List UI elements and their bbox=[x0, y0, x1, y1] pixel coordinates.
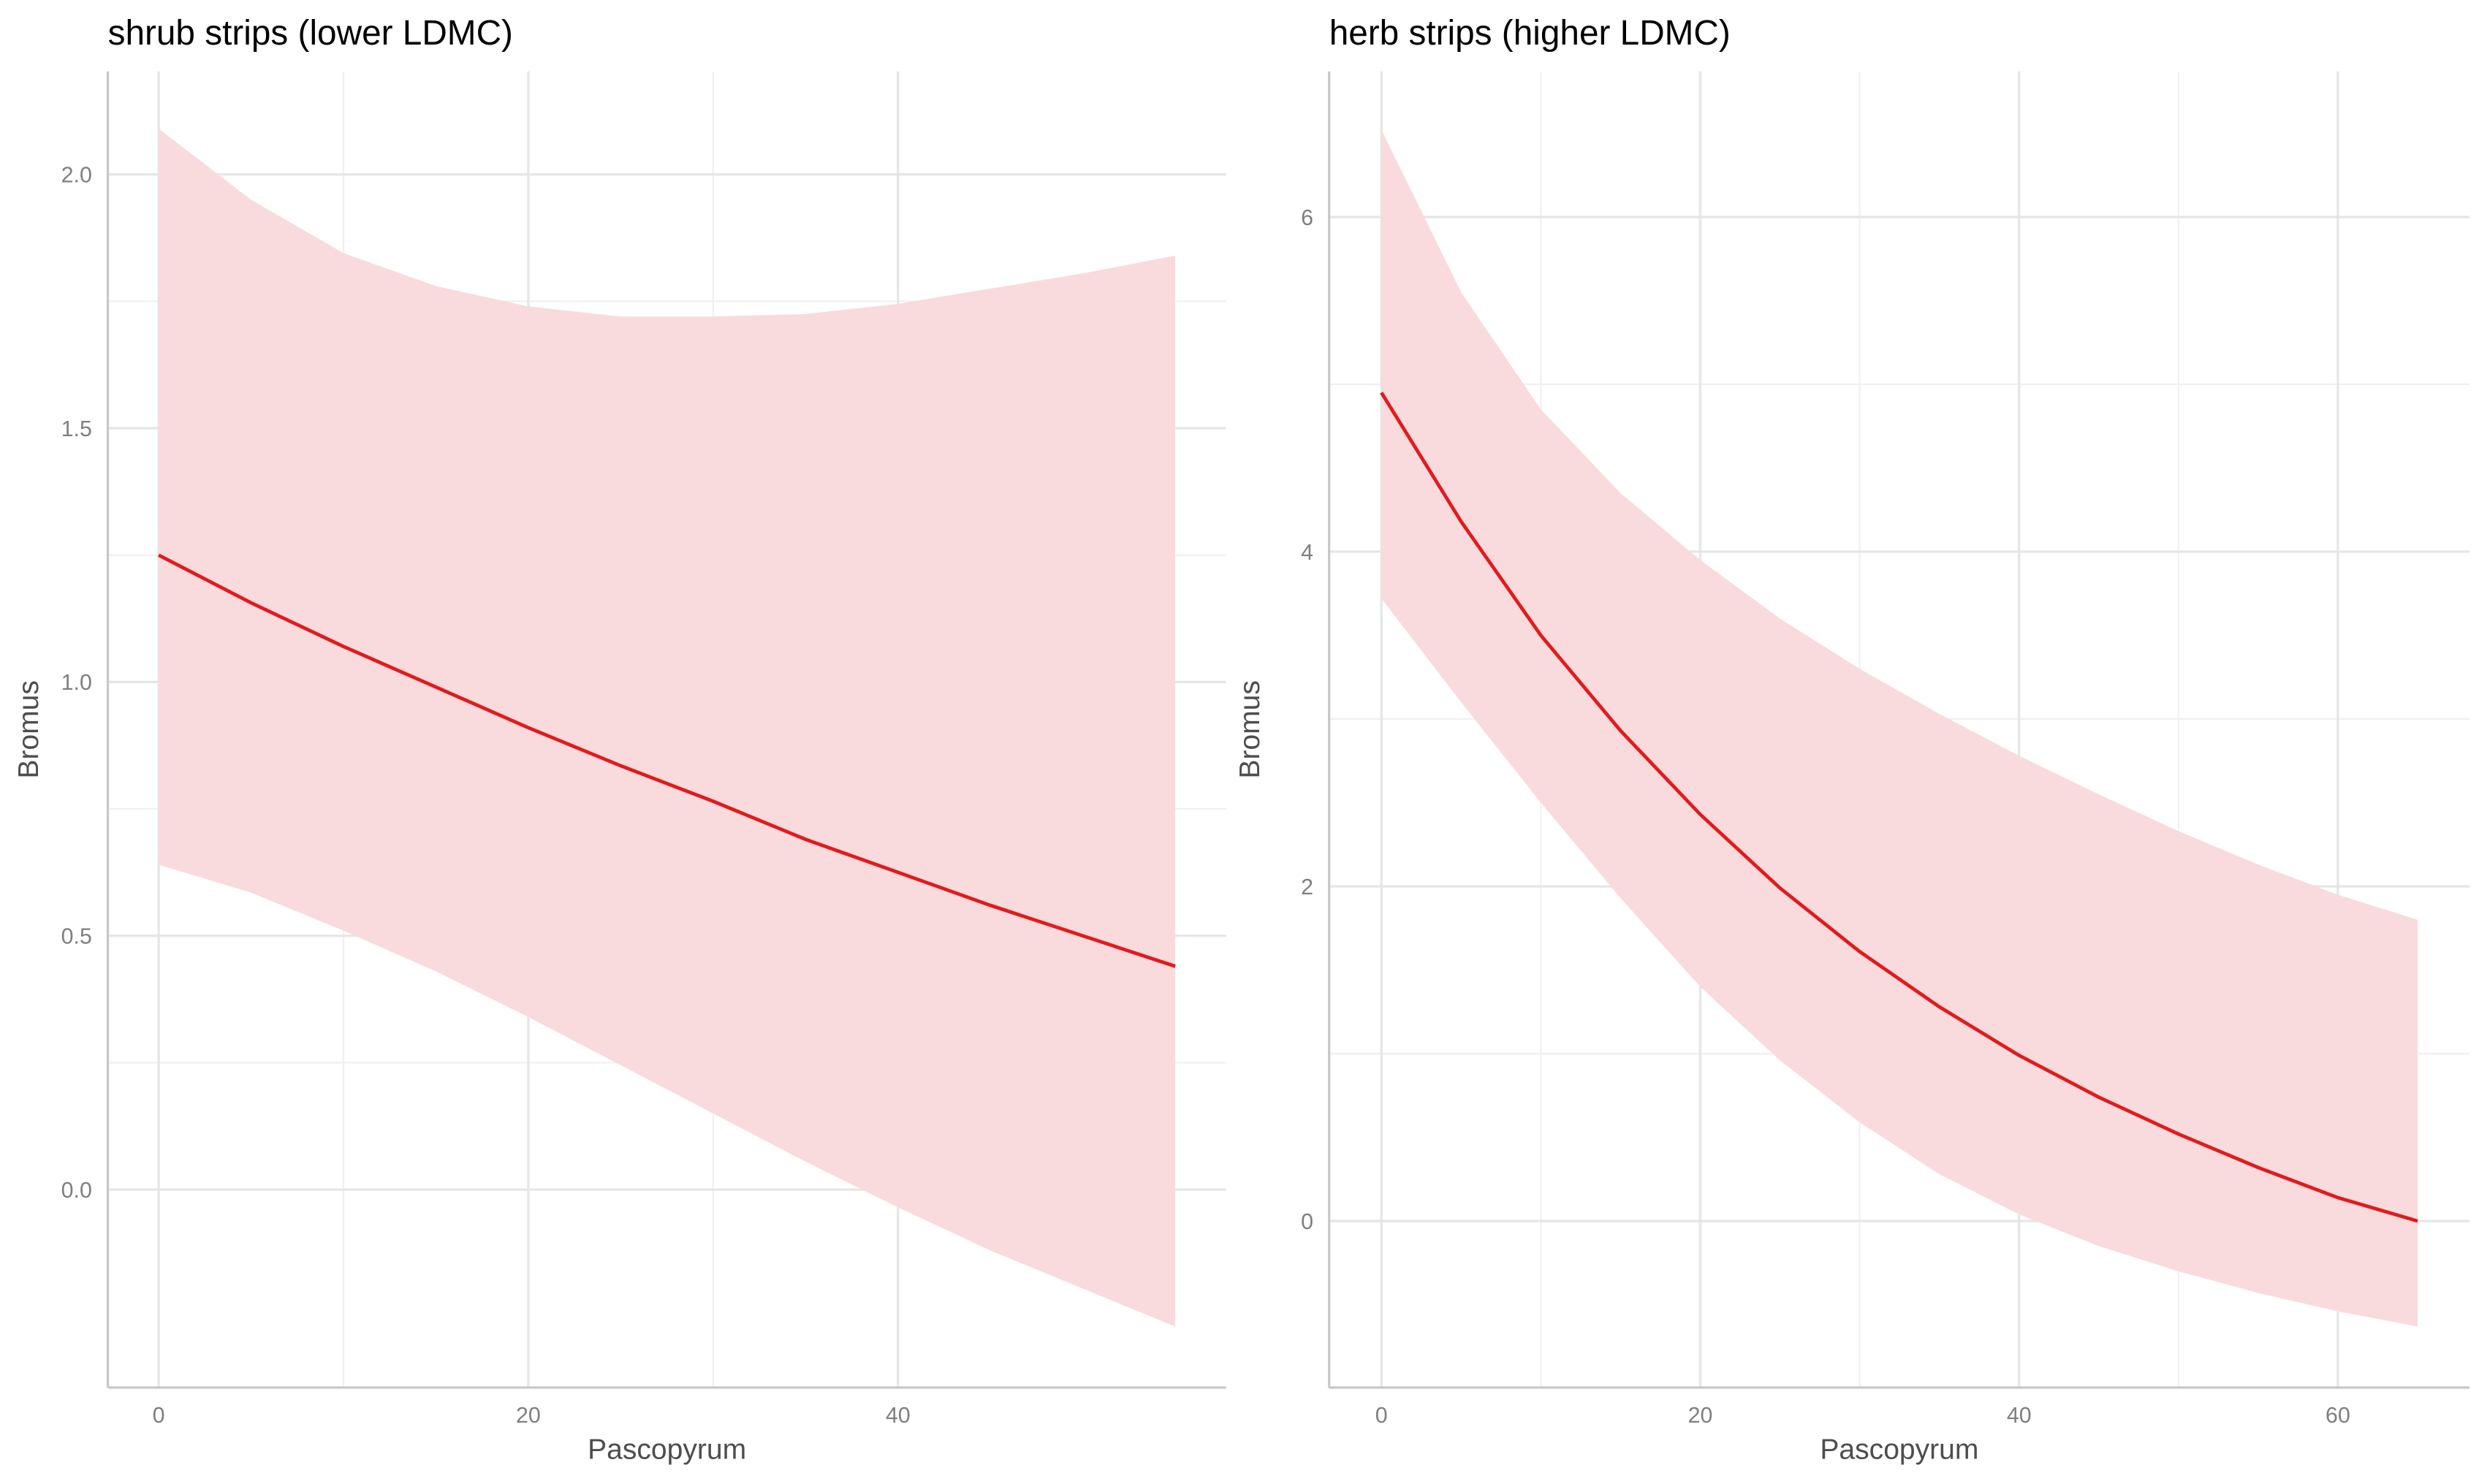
y-axis-title: Bromus bbox=[1234, 680, 1266, 779]
chart-title: herb strips (higher LDMC) bbox=[1329, 14, 1731, 53]
y-axis-title: Bromus bbox=[13, 680, 45, 779]
x-axis-title: Pascopyrum bbox=[1820, 1434, 1978, 1466]
y-tick-label: 0.0 bbox=[61, 1178, 92, 1203]
y-tick-label: 1.5 bbox=[61, 416, 92, 441]
y-tick-label: 6 bbox=[1301, 205, 1313, 230]
y-tick-label: 4 bbox=[1301, 540, 1313, 565]
x-tick-label: 20 bbox=[1688, 1403, 1713, 1428]
confidence-band bbox=[1381, 129, 2418, 1327]
chart-title: shrub strips (lower LDMC) bbox=[108, 14, 513, 53]
y-tick-label: 0.5 bbox=[61, 924, 92, 949]
confidence-band bbox=[159, 129, 1176, 1327]
x-tick-label: 40 bbox=[2007, 1403, 2032, 1428]
y-tick-label: 0 bbox=[1301, 1209, 1313, 1234]
x-tick-label: 0 bbox=[153, 1403, 165, 1428]
x-tick-label: 0 bbox=[1375, 1403, 1388, 1428]
x-tick-label: 20 bbox=[516, 1403, 541, 1428]
y-tick-label: 1.0 bbox=[61, 670, 92, 695]
fit-line bbox=[1380, 392, 2418, 1223]
x-axis-title: Pascopyrum bbox=[588, 1434, 746, 1466]
x-tick-label: 40 bbox=[886, 1403, 911, 1428]
x-tick-label: 60 bbox=[2325, 1403, 2350, 1428]
y-tick-label: 2.0 bbox=[61, 163, 92, 188]
fit-line bbox=[158, 553, 1176, 968]
y-tick-label: 2 bbox=[1301, 875, 1313, 899]
